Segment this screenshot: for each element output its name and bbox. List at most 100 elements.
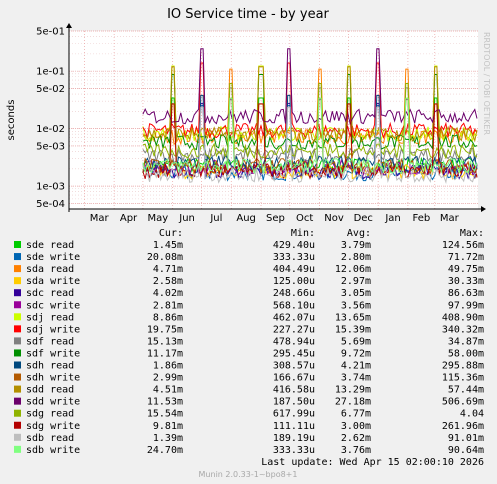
x-tick-label: Aug <box>236 213 256 224</box>
legend-min: 308.57u <box>273 361 315 372</box>
legend-name: sdd write <box>26 397 80 408</box>
legend-max: 34.87m <box>448 336 484 347</box>
legend-swatch-sdb-write <box>14 445 21 453</box>
legend-min: 404.49u <box>273 264 315 275</box>
legend-max: 30.33m <box>448 276 484 287</box>
legend-min: 333.33u <box>273 252 315 263</box>
legend-min: 227.27u <box>273 324 315 335</box>
legend-swatch-sdc-read <box>14 289 21 297</box>
legend-cur: 4.02m <box>153 288 183 299</box>
legend-avg: 3.79m <box>341 240 371 251</box>
x-tick-label: Jan <box>384 213 400 224</box>
legend-swatch-sda-read <box>14 265 21 273</box>
legend-name: sdj write <box>26 324 80 335</box>
legend-max: 97.99m <box>448 300 484 311</box>
legend-swatch-sdf-read <box>14 337 21 345</box>
chart-title: IO Service time - by year <box>167 7 329 22</box>
legend-max: 71.72m <box>448 252 484 263</box>
series-line-sdd-write <box>142 48 478 126</box>
legend-swatch-sdd-read <box>14 385 21 393</box>
legend-swatch-sdg-read <box>14 409 21 417</box>
legend-header-avg: Avg: <box>347 228 371 239</box>
legend-cur: 2.58m <box>153 276 183 287</box>
legend-max: 115.36m <box>442 373 484 384</box>
legend-name: sdb read <box>26 433 74 444</box>
legend-avg: 9.72m <box>341 348 371 359</box>
legend-swatch-sdd-write <box>14 397 21 405</box>
legend-cur: 1.39m <box>153 433 183 444</box>
legend-swatch-sdb-read <box>14 433 21 441</box>
legend-avg: 2.97m <box>341 276 371 287</box>
legend-header-max: Max: <box>460 228 484 239</box>
legend-avg: 12.06m <box>335 264 371 275</box>
legend-name: sda write <box>26 276 80 287</box>
legend-min: 125.00u <box>273 276 315 287</box>
series-line-sdj-write <box>142 62 478 140</box>
legend-cur: 2.81m <box>153 300 183 311</box>
legend-cur: 24.70m <box>147 445 183 456</box>
legend-avg: 2.62m <box>341 433 371 444</box>
legend-swatch-sde-write <box>14 253 21 261</box>
x-tick-label: Mar <box>440 213 460 224</box>
legend-avg: 3.00m <box>341 421 371 432</box>
legend-min: 568.10u <box>273 300 315 311</box>
x-tick-label: Feb <box>412 213 430 224</box>
legend-max: 408.90m <box>442 312 484 323</box>
legend-max: 261.96m <box>442 421 484 432</box>
legend-max: 49.75m <box>448 264 484 275</box>
series-line-sdb-read <box>142 106 478 185</box>
y-tick-label: 1e-02 <box>36 124 65 135</box>
legend-min: 416.58u <box>273 385 315 396</box>
legend-cur: 9.81m <box>153 421 183 432</box>
legend-name: sdj read <box>26 312 74 323</box>
legend-cur: 20.08m <box>147 252 183 263</box>
legend-name: sdh read <box>26 361 74 372</box>
legend-avg: 6.77m <box>341 409 371 420</box>
series-line-sdb-write <box>142 97 478 175</box>
legend-cur: 4.71m <box>153 264 183 275</box>
series-line-sdf-write <box>142 74 478 151</box>
legend-swatch-sdj-write <box>14 325 21 333</box>
legend-swatch-sdh-read <box>14 361 21 369</box>
x-tick-label: May <box>147 213 168 224</box>
legend-avg: 4.21m <box>341 361 371 372</box>
legend-header-cur: Cur: <box>159 228 183 239</box>
legend-cur: 15.54m <box>147 409 183 420</box>
legend-cur: 2.99m <box>153 373 183 384</box>
legend-avg: 15.39m <box>335 324 371 335</box>
legend-min: 166.67u <box>273 373 315 384</box>
x-tick-label: Sep <box>266 213 285 224</box>
legend-max: 340.32m <box>442 324 484 335</box>
y-tick-label: 1e-03 <box>36 182 65 193</box>
x-tick-label: Jul <box>209 213 222 224</box>
rrdtool-credit: RRDTOOL / TOBI OETIKER <box>482 32 491 135</box>
plot-area <box>69 31 478 209</box>
legend-cur: 15.13m <box>147 336 183 347</box>
legend-min: 295.45u <box>273 348 315 359</box>
legend-name: sdf write <box>26 348 80 359</box>
legend-name: sde read <box>26 240 74 251</box>
legend-name: sdb write <box>26 445 80 456</box>
legend-max: 295.88m <box>442 361 484 372</box>
legend-avg: 5.69m <box>341 336 371 347</box>
x-tick-label: Jun <box>178 213 195 224</box>
series-line-sdh-write <box>142 97 478 175</box>
legend-min: 111.11u <box>273 421 315 432</box>
legend-name: sdc read <box>26 288 74 299</box>
legend-max: 124.56m <box>442 240 484 251</box>
legend-swatch-sdh-write <box>14 373 21 381</box>
x-tick-label: Dec <box>354 213 373 224</box>
x-tick-label: Nov <box>324 213 344 224</box>
legend-avg: 3.05m <box>341 288 371 299</box>
y-tick-label: 5e-03 <box>36 141 65 152</box>
series-line-sda-read <box>142 68 478 146</box>
legend-avg: 3.74m <box>341 373 371 384</box>
munin-version: Munin 2.0.33-1~bpo8+1 <box>199 470 298 479</box>
legend-swatch-sda-write <box>14 277 21 285</box>
legend-cur: 11.17m <box>147 348 183 359</box>
legend-cur: 11.53m <box>147 397 183 408</box>
legend-header-min: Min: <box>291 228 315 239</box>
legend-cur: 1.45m <box>153 240 183 251</box>
y-tick-labels: 5e-04 1e-03 5e-03 1e-02 5e-02 1e-01 5e-01 <box>36 27 65 210</box>
